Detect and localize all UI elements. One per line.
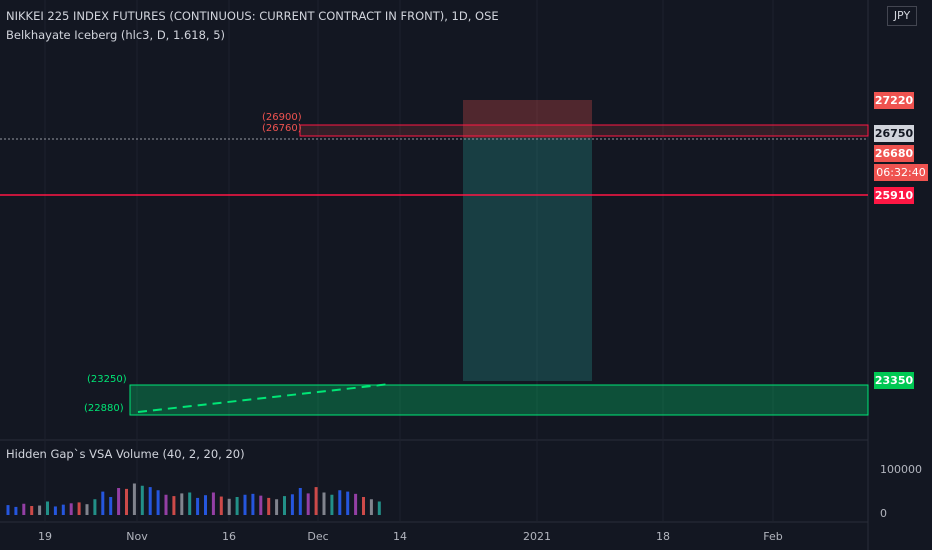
last-price-tag: 26750 — [874, 125, 914, 142]
volume-bar — [22, 503, 26, 515]
volume-tick-100000: 100000 — [880, 463, 922, 476]
time-tick-label: 16 — [222, 530, 236, 543]
target-price-tag: 23350 — [874, 372, 914, 389]
volume-bar — [322, 492, 326, 515]
time-tick-label: 2021 — [523, 530, 551, 543]
volume-bar — [156, 490, 160, 515]
time-tick-label: Nov — [126, 530, 148, 543]
volume-bar — [6, 505, 10, 515]
volume-bar — [109, 497, 113, 515]
volume-bar — [61, 504, 65, 515]
volume-bar — [85, 504, 89, 515]
volume-bar — [290, 494, 294, 515]
zone-trendline — [137, 383, 391, 413]
volume-bar — [30, 506, 34, 515]
volume-bar — [306, 493, 310, 515]
volume-bar — [211, 492, 215, 515]
volume-bar — [117, 488, 121, 515]
volume-bar — [148, 487, 152, 515]
volume-bar — [314, 487, 318, 515]
volume-bar — [101, 491, 105, 515]
volume-bar — [338, 490, 342, 515]
volume-bar — [38, 505, 42, 515]
volume-bar — [346, 491, 350, 515]
current-price-tag: 26680 — [874, 145, 914, 162]
volume-bar — [251, 493, 255, 515]
time-tick-label: 14 — [393, 530, 407, 543]
volume-indicator-label[interactable]: Hidden Gap`s VSA Volume (40, 2, 20, 20) — [6, 447, 245, 461]
volume-bar — [298, 488, 302, 515]
currency-button[interactable]: JPY — [887, 6, 917, 26]
volume-bar — [227, 498, 231, 515]
volume-bar — [69, 503, 73, 515]
volume-bar — [330, 494, 334, 515]
volume-bar — [204, 495, 207, 515]
volume-bar — [275, 499, 279, 515]
stop-price-tag: 27220 — [874, 92, 914, 109]
annotation-26900: (26900) — [262, 112, 302, 123]
grid — [44, 0, 774, 522]
annotation-23250: (23250) — [87, 374, 127, 385]
stop-zone — [463, 100, 592, 138]
volume-bar — [132, 483, 136, 515]
volume-bar — [46, 501, 49, 515]
time-tick-label: 18 — [656, 530, 670, 543]
volume-bar — [53, 506, 57, 515]
volume-bar — [362, 497, 365, 515]
volume-bar — [196, 497, 200, 515]
target-zone — [463, 138, 592, 381]
volume-bar — [377, 501, 381, 515]
volume-bar — [125, 488, 128, 515]
volume-bar — [140, 485, 144, 515]
volume-bar — [259, 495, 263, 515]
volume-bar — [188, 492, 192, 515]
volume-bar — [243, 494, 247, 515]
volume-bars — [6, 483, 381, 515]
volume-bar — [235, 497, 239, 515]
volume-bar — [172, 496, 176, 515]
volume-bar — [14, 506, 18, 515]
time-tick-label: Dec — [307, 530, 328, 543]
annotation-26760: (26760) — [262, 123, 302, 134]
volume-bar — [93, 499, 97, 515]
volume-bar — [164, 494, 168, 515]
time-tick-label: Feb — [763, 530, 782, 543]
time-tick-label: 19 — [38, 530, 52, 543]
volume-bar — [354, 493, 358, 515]
demand-zone — [129, 384, 869, 416]
volume-bar — [77, 502, 81, 515]
volume-bar — [219, 496, 223, 515]
resistance-price-tag: 25910 — [874, 187, 914, 204]
time-axis[interactable]: 19 Nov 16 Dec 14 2021 18 Feb — [38, 530, 783, 543]
indicator-label[interactable]: Belkhayate Iceberg (hlc3, D, 1.618, 5) — [6, 28, 226, 42]
volume-tick-0: 0 — [880, 507, 887, 520]
resistance-box — [299, 124, 869, 137]
volume-bar — [180, 493, 184, 515]
volume-bar — [283, 496, 286, 515]
volume-bar — [369, 499, 373, 515]
countdown-tag: 06:32:40 — [874, 164, 928, 181]
volume-bar — [267, 497, 271, 515]
symbol-title: NIKKEI 225 INDEX FUTURES (CONTINUOUS: CU… — [6, 9, 499, 23]
annotation-22880: (22880) — [84, 403, 124, 414]
